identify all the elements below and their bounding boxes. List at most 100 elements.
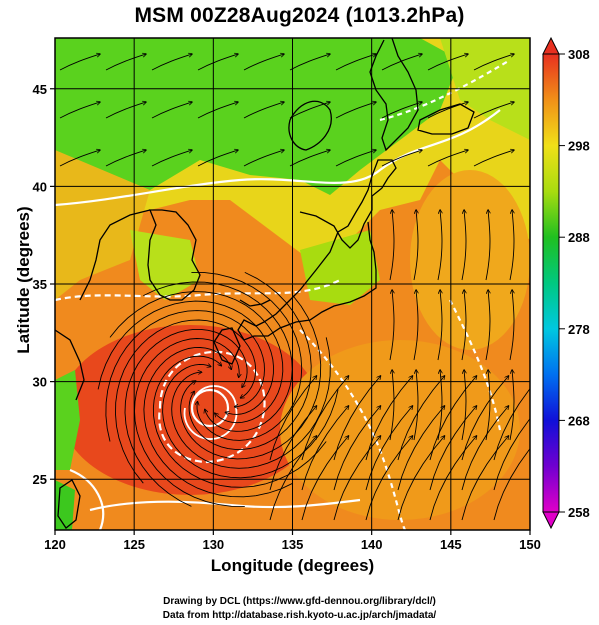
streamline [333,376,381,461]
streamline [509,370,514,441]
streamline [289,102,330,119]
x-tick-label: 145 [440,537,462,552]
streamline [473,150,514,167]
colorbar-tick-label: 278 [568,322,590,337]
streamline [427,102,468,119]
credit-drawing: Drawing by DCL (https://www.gfd-dennou.o… [163,596,436,607]
streamline [269,406,317,491]
streamline [243,150,284,167]
x-tick-label: 125 [123,537,145,552]
streamline [152,355,327,488]
streamline [437,290,442,361]
credit-data: Data from http://database.rish.kyoto-u.a… [162,610,437,621]
streamline [162,364,339,479]
streamline [289,54,330,71]
streamline [437,370,442,441]
streamline [151,102,192,119]
streamline [365,406,413,491]
streamline [461,290,466,361]
streamline [191,271,303,441]
streamline [461,370,466,441]
streamline [335,102,376,119]
streamline [59,54,100,71]
streamline [473,54,514,71]
x-tick-label: 150 [519,537,541,552]
streamline [461,406,509,491]
x-tick-label: 130 [202,537,224,552]
x-tick-label: 120 [44,537,66,552]
streamline [389,370,394,441]
colorbar-tick-label: 288 [568,230,590,245]
y-tick-label: 30 [33,375,47,390]
y-tick-label: 35 [33,277,47,292]
streamline [429,376,477,461]
streamline [333,406,381,491]
streamline [134,338,245,507]
streamline [335,150,376,167]
streamline [59,102,100,119]
streamline [437,210,442,281]
streamline [427,54,468,71]
x-tick-label: 140 [361,537,383,552]
white-contours [55,59,511,530]
colorbar-tick-label: 268 [568,413,590,428]
lat-lon-grid [55,38,530,530]
streamline [143,281,293,432]
streamline [243,54,284,71]
streamline [493,388,530,461]
streamline [188,271,312,450]
streamline [301,406,349,491]
streamline [397,406,445,491]
map-title: MSM 00Z28Aug2024 (1013.2hPa) [134,4,465,27]
streamline [413,370,418,441]
streamline [289,150,330,167]
streamline [124,328,248,507]
streamline [461,376,509,461]
streamline [397,376,445,461]
streamline [151,150,192,167]
y-tick-label: 40 [33,179,47,194]
streamline [197,102,238,119]
streamline [197,150,238,167]
streamline [269,376,317,461]
x-axis-label: Longitude (degrees) [210,556,375,575]
streamline [105,54,146,71]
streamline [97,300,274,414]
streamline [109,291,284,424]
streamline [143,347,294,498]
colorbar: 308 298 288 278 268 258 [542,36,590,530]
y-tick-label: 45 [33,82,47,97]
streamline [493,448,530,521]
streamline [493,418,530,491]
streamline [509,210,514,281]
streamline [485,210,490,281]
wind-streamlines [59,54,530,521]
streamline [151,54,192,71]
colorbar-scale [542,53,560,513]
streamline [413,290,418,361]
colorbar-tick-label: 298 [568,139,590,154]
streamline [461,210,466,281]
y-axis-ticks: 25 30 35 40 45 [33,82,55,487]
streamline [381,102,422,119]
streamline [59,150,100,167]
streamline [413,210,418,281]
streamline [105,102,146,119]
streamline [105,150,146,167]
streamline [197,54,238,71]
streamline [381,54,422,71]
y-tick-label: 25 [33,472,47,487]
streamline [427,150,468,167]
streamline [301,376,349,461]
x-axis-ticks: 120 125 130 135 140 145 150 [44,530,541,552]
colorbar-bottom-arrow [542,511,560,530]
streamline [389,210,394,281]
streamline [485,370,490,441]
streamline [335,54,376,71]
colorbar-tick-label: 308 [568,47,590,62]
streamline [473,102,514,119]
streamline [243,102,284,119]
colorbar-top-arrow [542,36,560,55]
streamline [381,150,422,167]
